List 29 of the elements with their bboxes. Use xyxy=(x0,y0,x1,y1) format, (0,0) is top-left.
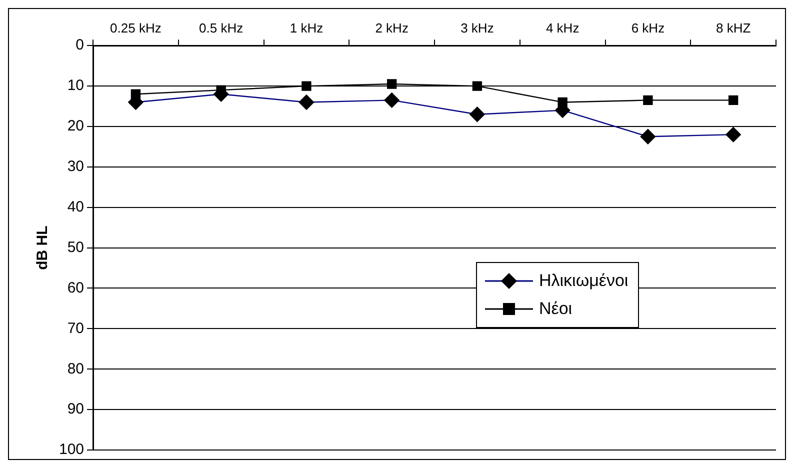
y-axis-title: dB HL xyxy=(34,226,52,270)
x-tick-label: 8 kHZ xyxy=(716,20,751,36)
point xyxy=(472,81,482,91)
y-tick-label: 70 xyxy=(67,320,84,337)
y-tick-label: 20 xyxy=(67,118,84,135)
y-tick-label: 80 xyxy=(67,360,84,378)
point xyxy=(728,95,738,106)
y-tick-label: 60 xyxy=(67,279,84,296)
y-tick-label: 40 xyxy=(67,198,84,216)
x-tick-label: 3 kHz xyxy=(460,20,494,36)
x-tick-label: 0.5 kHz xyxy=(199,20,244,36)
x-tick-label: 4 kHz xyxy=(546,20,580,36)
x-tick-label: 1 kHz xyxy=(290,20,324,36)
y-tick-label: 10 xyxy=(67,77,84,94)
y-tick-label: 50 xyxy=(67,238,84,256)
y-tick-label: 100 xyxy=(58,441,84,458)
legend-label: Νέοι xyxy=(539,299,572,319)
y-tick-label: 90 xyxy=(67,400,84,418)
point xyxy=(643,95,653,106)
x-tick-label: 6 kHz xyxy=(631,20,665,36)
point xyxy=(558,97,568,108)
x-tick-label: 2 kHz xyxy=(375,20,408,36)
y-tick-label: 30 xyxy=(67,158,84,176)
point xyxy=(130,89,141,99)
point xyxy=(386,79,397,89)
y-tick-label: 0 xyxy=(76,36,84,54)
point xyxy=(302,81,312,91)
x-tick-label: 0.25 kHz xyxy=(110,20,162,36)
legend-label: Ηλικιωμένοι xyxy=(539,271,628,291)
